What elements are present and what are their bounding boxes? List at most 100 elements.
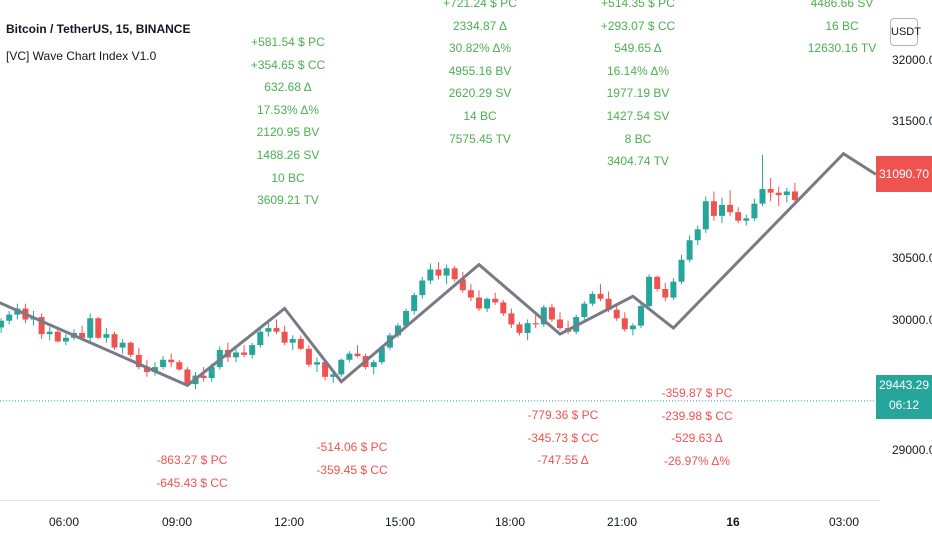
candle-body [111,334,118,348]
wave-label-line: +721.24 $ PC [443,0,517,10]
candle [127,341,134,358]
candle [249,342,256,359]
candle-body [135,354,142,368]
candle-body [767,189,774,193]
candle [516,321,523,336]
candle-body [686,240,693,260]
price-axis[interactable]: 32000.00 31500.00 31090.70 30500.00 3000… [880,0,932,550]
bar-countdown: 06:12 [888,398,920,412]
candle [678,254,685,285]
candle [467,284,474,302]
reference-price-value: 29443.29 [878,378,930,392]
wave-label-line: +293.07 $ CC [600,18,676,33]
candle [38,313,45,340]
candle [241,345,248,358]
candle [500,300,507,316]
wave-label-down-4: -359.87 $ PC -239.98 $ CC -529.63 Δ -26.97%… [661,382,732,472]
wave-label-line: 7575.45 TV [449,131,511,146]
last-price-label: 31090.70 [876,156,932,192]
candle-body [38,317,45,335]
price-tick: 30000.00 [892,313,932,327]
wave-label-line: 16.14% Δ% [606,63,670,78]
candle [233,348,239,363]
wave-label-up-2: +721.24 $ PC 2334.87 Δ 30.82% Δ% 4955.16 BV… [443,0,517,150]
candle-body [589,293,596,304]
candle-body [435,269,442,276]
candle [629,323,636,336]
candle-body [581,303,588,318]
candle-body [516,324,523,333]
wave-label-line: -359.45 $ CC [316,462,388,477]
candle-body [249,345,256,355]
candle-body [281,331,288,343]
candle [662,282,669,302]
wave-label-line: 2120.95 BV [256,125,320,140]
wave-label-line: -747.55 Δ [537,453,589,468]
wave-label-up-1: +581.54 $ PC +354.65 $ CC 632.68 Δ 17.53% Δ… [251,31,325,212]
candle-body [621,318,628,330]
candle-body [451,268,458,280]
candle-body [346,353,353,360]
candle [621,312,628,332]
candle [492,292,499,305]
wave-label-line: 10 BC [271,170,305,185]
candle-body [184,369,191,385]
candle-body [378,347,385,363]
candle-body [208,367,215,379]
candle [581,301,588,320]
indicator-title[interactable]: [VC] Wave Chart Index V1.0 [6,49,157,63]
symbol-title[interactable]: Bitcoin / TetherUS, 15, BINANCE [6,22,191,36]
candle-body [597,293,604,299]
candle-body [241,352,248,355]
candle [775,186,782,207]
candle-body [314,362,320,365]
candle-body [791,191,798,200]
wave-label-line: 4486.66 SV [810,0,874,10]
candle [265,323,272,337]
candle [654,275,661,292]
candle-body [322,362,329,377]
wave-label-line: +514.35 $ PC [601,0,675,10]
candle-body [638,306,644,326]
candle-body [751,203,758,219]
candle [670,278,677,300]
wave-label-line: +354.65 $ CC [250,57,326,72]
candle-body [297,339,304,349]
candle-body [46,331,53,335]
currency-badge[interactable]: USDT [890,18,921,46]
candle-body [354,353,361,357]
candle-body [427,269,434,281]
candle-body [467,290,474,298]
candle [111,331,118,350]
candle-body [87,318,94,338]
candle-body [735,212,742,221]
time-axis[interactable]: 06:00 09:00 12:00 15:00 18:00 21:00 16 0… [0,500,880,551]
chart-plot-area[interactable]: Bitcoin / TetherUS, 15, BINANCE [VC] Wav… [0,0,880,500]
candle [524,319,531,341]
wave-label-down-3: -779.36 $ PC -345.73 $ CC -747.55 Δ [527,404,598,472]
candlestick-chart [0,151,880,402]
candle [719,197,725,224]
candle-body [419,280,426,296]
candle [135,347,142,370]
wave-label-line: -529.63 Δ [671,431,723,446]
candle [783,187,790,203]
wave-label-up-4: 4486.66 SV 16 BC 12630.16 TV [808,0,877,60]
candle [751,198,758,221]
candle-body [759,189,766,204]
candle [613,303,620,321]
candle [540,304,547,327]
wave-label-line: -239.98 $ CC [661,408,733,423]
candle [459,271,466,293]
candle [638,302,644,329]
candle-body [678,259,685,282]
candle-body [160,359,167,368]
candle-body [289,339,296,343]
candle-body [492,298,499,303]
candle [686,235,693,263]
wave-label-line: -26.97% Δ% [663,453,731,468]
candle [727,190,734,216]
candle-body [143,367,150,372]
wave-label-line: 16 BC [825,18,859,33]
wave-line [0,151,877,388]
